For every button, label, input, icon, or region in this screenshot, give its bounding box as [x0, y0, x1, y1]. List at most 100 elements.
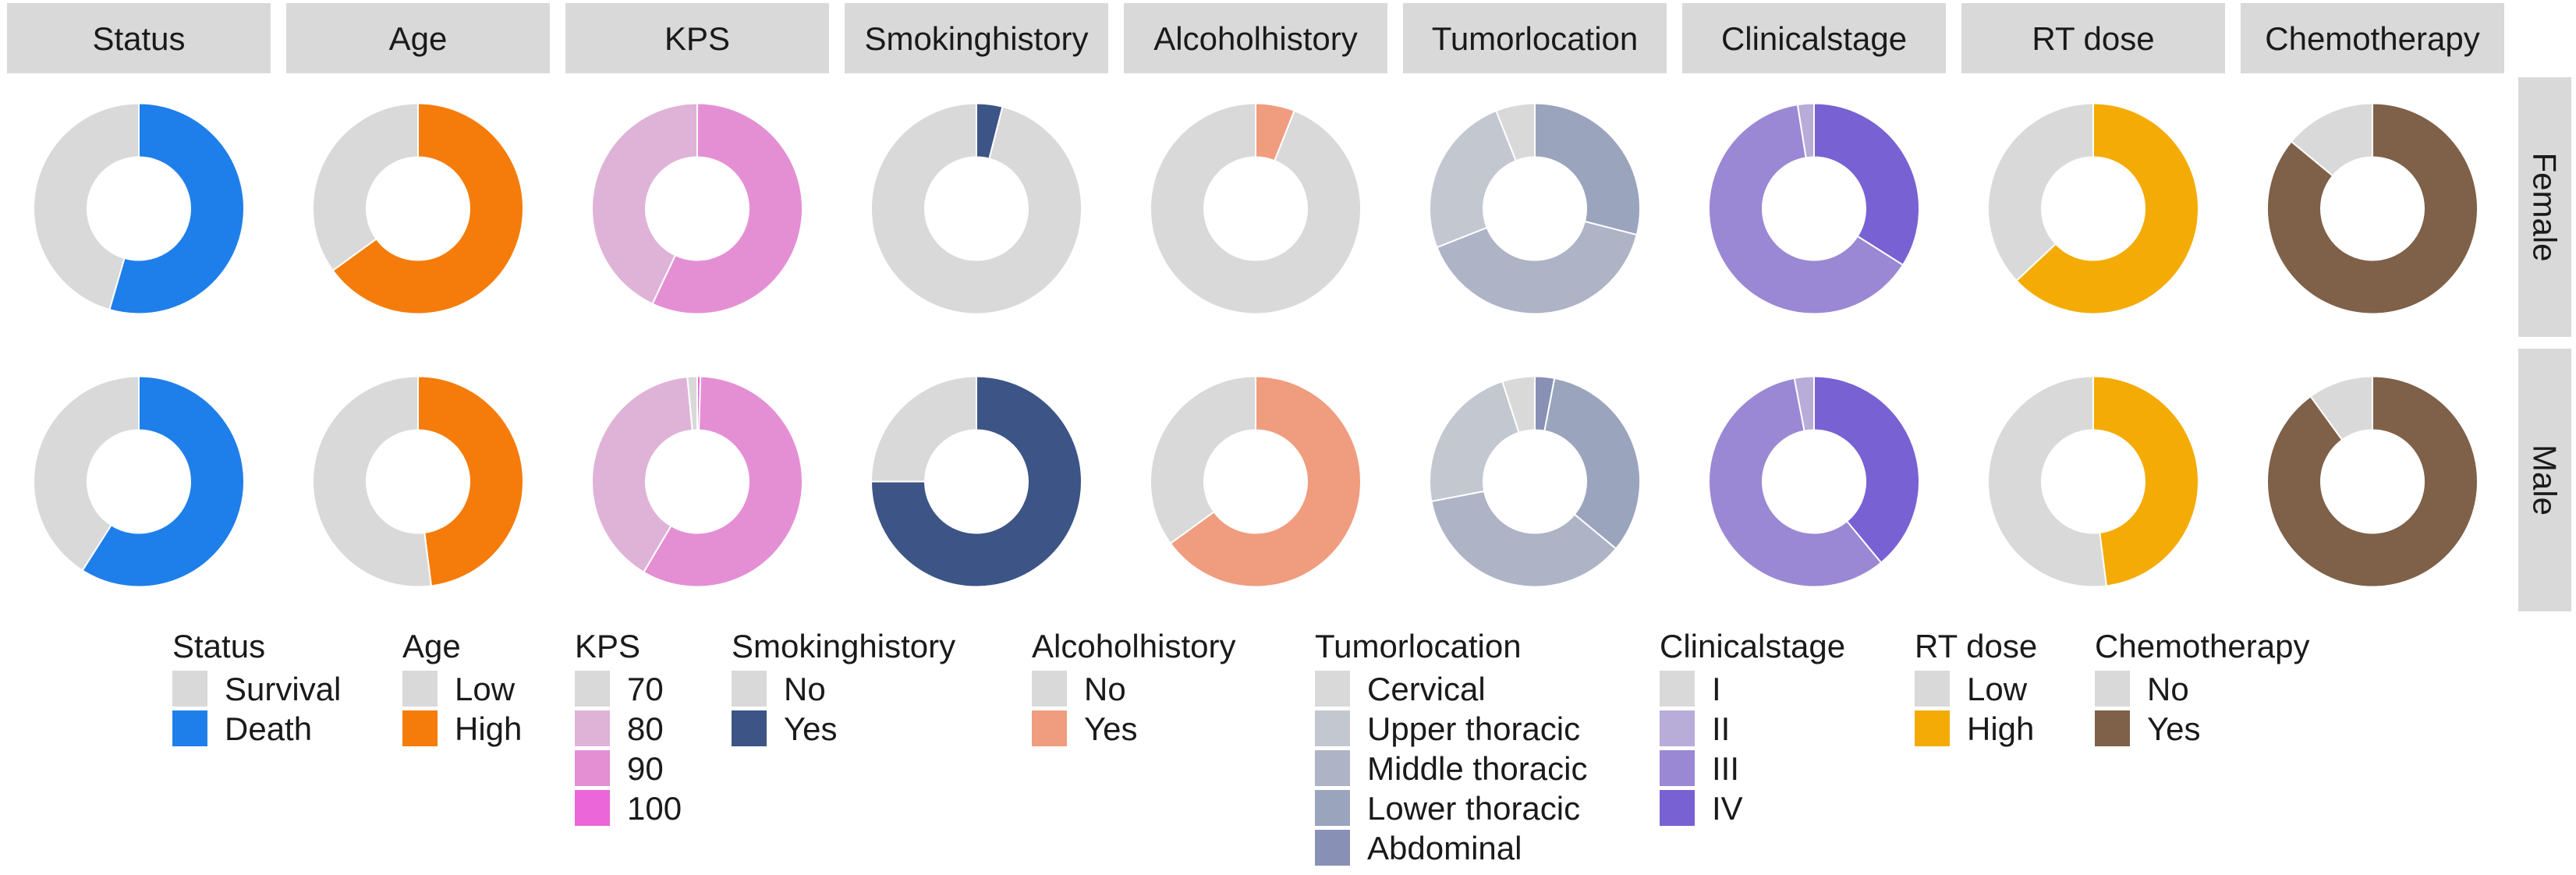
donut-slice-female-upper-thoracic	[1429, 109, 1517, 249]
legend-swatch	[575, 790, 610, 826]
legend-label: 90	[627, 750, 664, 787]
legend-swatch	[402, 671, 438, 707]
legend-label: II	[1712, 710, 1730, 747]
donut-slice-male-70	[686, 375, 698, 431]
donut-slice-male-ii	[1793, 375, 1815, 432]
column-strip	[845, 3, 1108, 73]
donut-slice-female-low	[1987, 102, 2094, 282]
donut-slice-female-80	[591, 102, 698, 305]
facet-column-clinicalstage: Clinicalstage	[1682, 3, 1946, 588]
legend-label: Yes	[784, 710, 838, 747]
legend-label: Low	[455, 671, 516, 707]
legend-title: KPS	[575, 628, 640, 664]
donut-slice-female-survival	[32, 102, 140, 311]
legend-title: Chemotherapy	[2095, 628, 2309, 664]
donut-slice-male-low	[1987, 375, 2108, 588]
column-strip-label: Status	[92, 20, 185, 57]
donut-slice-male-lower-thoracic	[1543, 377, 1641, 550]
column-strip-label: Clinicalstage	[1721, 20, 1907, 57]
legend-label: 70	[627, 671, 664, 707]
donut-slice-male-low	[312, 375, 433, 588]
donut-slice-male-high	[417, 375, 524, 587]
legend-swatch	[575, 710, 610, 746]
legend-title: Smokinghistory	[732, 628, 955, 664]
donut-slice-female-high	[331, 102, 524, 315]
donut-slice-female-high	[2015, 102, 2199, 315]
legend-swatch	[1032, 671, 1067, 707]
legend-title: Age	[402, 628, 461, 664]
donut-slice-male-survival	[33, 375, 140, 572]
donut-slice-female-middle-thoracic	[1436, 220, 1638, 315]
column-strip-label: KPS	[664, 20, 730, 57]
legend-label: No	[2147, 671, 2189, 707]
donut-slice-female-low	[312, 102, 419, 272]
donut-slice-male-yes	[2266, 375, 2479, 588]
legend-label: Abdominal	[1367, 830, 1522, 866]
legend-swatch	[1660, 710, 1695, 746]
donut-slice-male-iii	[1708, 377, 1883, 588]
legend-swatch	[1315, 710, 1350, 746]
legend-label: Upper thoracic	[1367, 710, 1580, 747]
column-strip	[7, 3, 271, 73]
row-strip-male	[2518, 349, 2571, 611]
row-strip-label: Male	[2527, 445, 2564, 515]
legend-swatch	[1032, 710, 1067, 746]
legend-swatch	[575, 671, 610, 707]
row-strip-label: Female	[2527, 152, 2564, 261]
legend-label: Yes	[2147, 710, 2201, 747]
legend-swatch	[732, 710, 767, 746]
legend-label: Yes	[1084, 710, 1138, 747]
column-strip	[565, 3, 829, 73]
donut-slice-female-ii	[1796, 102, 1815, 159]
column-strip-label: RT dose	[2032, 20, 2154, 57]
legend-title: RT dose	[1915, 628, 2037, 664]
donut-slice-female-no	[2290, 102, 2373, 177]
donut-slice-female-iv	[1813, 102, 1920, 267]
legend-label: Death	[225, 710, 312, 747]
donut-slice-female-no	[1150, 102, 1362, 315]
column-strip	[1682, 3, 1946, 73]
facet-column-chemotherapy: Chemotherapy	[2241, 3, 2504, 588]
column-strip-label: Age	[389, 20, 448, 57]
legend-swatch	[1915, 710, 1950, 746]
legend-label: IV	[1712, 790, 1743, 827]
legend-label: 100	[627, 790, 682, 827]
legend-label: High	[455, 710, 522, 747]
donut-slice-female-lower-thoracic	[1534, 102, 1641, 236]
legend-label: Lower thoracic	[1367, 790, 1580, 827]
legend-label: Middle thoracic	[1367, 750, 1587, 787]
legend-label: 80	[627, 710, 664, 747]
donut-slice-male-90	[642, 375, 803, 588]
facet-column-alcoholhistory: Alcoholhistory	[1124, 3, 1387, 588]
legend-swatch	[1660, 671, 1695, 707]
donut-slice-female-death	[108, 102, 245, 315]
legend-label: III	[1712, 750, 1739, 787]
legend-label: I	[1712, 671, 1721, 707]
legend-label: No	[1084, 671, 1126, 707]
column-strip	[1403, 3, 1667, 73]
legend-label: Low	[1967, 671, 2028, 707]
donut-slice-male-high	[2092, 375, 2199, 587]
donut-slice-male-80	[591, 376, 693, 574]
legend-swatch	[172, 710, 207, 746]
facet-column-kps: KPS	[565, 3, 829, 588]
donut-slice-male-death	[81, 375, 245, 588]
facet-column-rt-dose: RT dose	[1961, 3, 2225, 588]
legend-swatch	[1315, 790, 1350, 826]
legend-label: Survival	[225, 671, 341, 707]
legend-swatch	[1660, 750, 1695, 786]
legend-label: Cervical	[1367, 671, 1486, 707]
legend-label: High	[1967, 710, 2034, 747]
legend-title: Tumorlocation	[1315, 628, 1522, 664]
legend-swatch	[1315, 750, 1350, 786]
facet-column-status: Status	[7, 3, 271, 588]
column-strip-label: Tumorlocation	[1432, 20, 1639, 57]
